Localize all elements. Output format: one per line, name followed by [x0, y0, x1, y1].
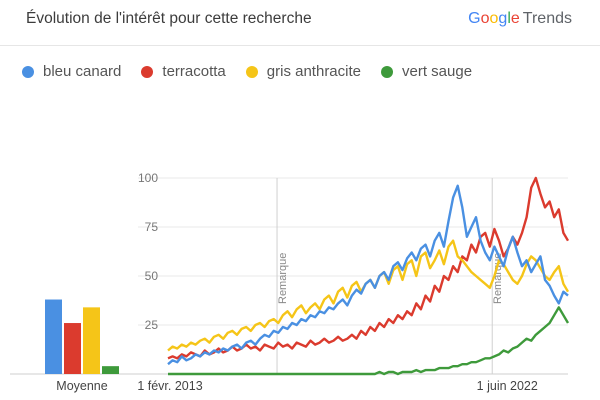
series-line [167, 239, 570, 352]
chart-legend: bleu canard terracotta gris anthracite v… [22, 63, 492, 80]
series-line [167, 176, 570, 360]
legend-label: bleu canard [43, 63, 122, 80]
average-label: Moyenne [56, 379, 107, 393]
y-tick-label: 25 [145, 318, 159, 332]
legend-dot-icon [245, 65, 258, 78]
logo-letter: l [507, 10, 511, 27]
legend-label: gris anthracite [266, 63, 361, 80]
y-tick-label: 50 [145, 269, 159, 283]
average-bar [102, 366, 119, 374]
y-tick-label: 100 [138, 171, 158, 185]
x-tick-label: 1 juin 2022 [477, 379, 538, 393]
chart-header: Évolution de l'intérêt pour cette recher… [0, 0, 600, 46]
legend-item-vert-sauge[interactable]: vert sauge [381, 63, 472, 80]
logo-letter: g [498, 10, 508, 27]
logo-product: Trends [522, 10, 572, 27]
legend-label: terracotta [162, 63, 226, 80]
legend-dot-icon [22, 65, 34, 78]
logo-letter: e [510, 10, 520, 27]
average-bar [64, 323, 81, 374]
series-line [167, 184, 569, 366]
legend-dot-icon [141, 65, 154, 78]
annotation-label: Remarque [277, 253, 289, 304]
x-tick-label: 1 févr. 2013 [137, 379, 202, 393]
logo-letter: G [468, 10, 481, 27]
average-bar [83, 307, 100, 374]
chart-title: Évolution de l'intérêt pour cette recher… [26, 10, 312, 27]
legend-item-gris-anthracite[interactable]: gris anthracite [245, 63, 361, 80]
annotation-label: Remarque [492, 253, 504, 304]
average-bar [45, 299, 62, 374]
logo-letter: o [480, 10, 490, 27]
y-tick-label: 75 [145, 220, 159, 234]
legend-dot-icon [381, 65, 393, 78]
legend-item-bleu-canard[interactable]: bleu canard [22, 63, 121, 80]
google-trends-logo: Google Trends [468, 10, 572, 28]
logo-letter: o [489, 10, 499, 27]
series-line [168, 306, 570, 376]
legend-item-terracotta[interactable]: terracotta [141, 63, 226, 80]
legend-label: vert sauge [402, 63, 473, 80]
